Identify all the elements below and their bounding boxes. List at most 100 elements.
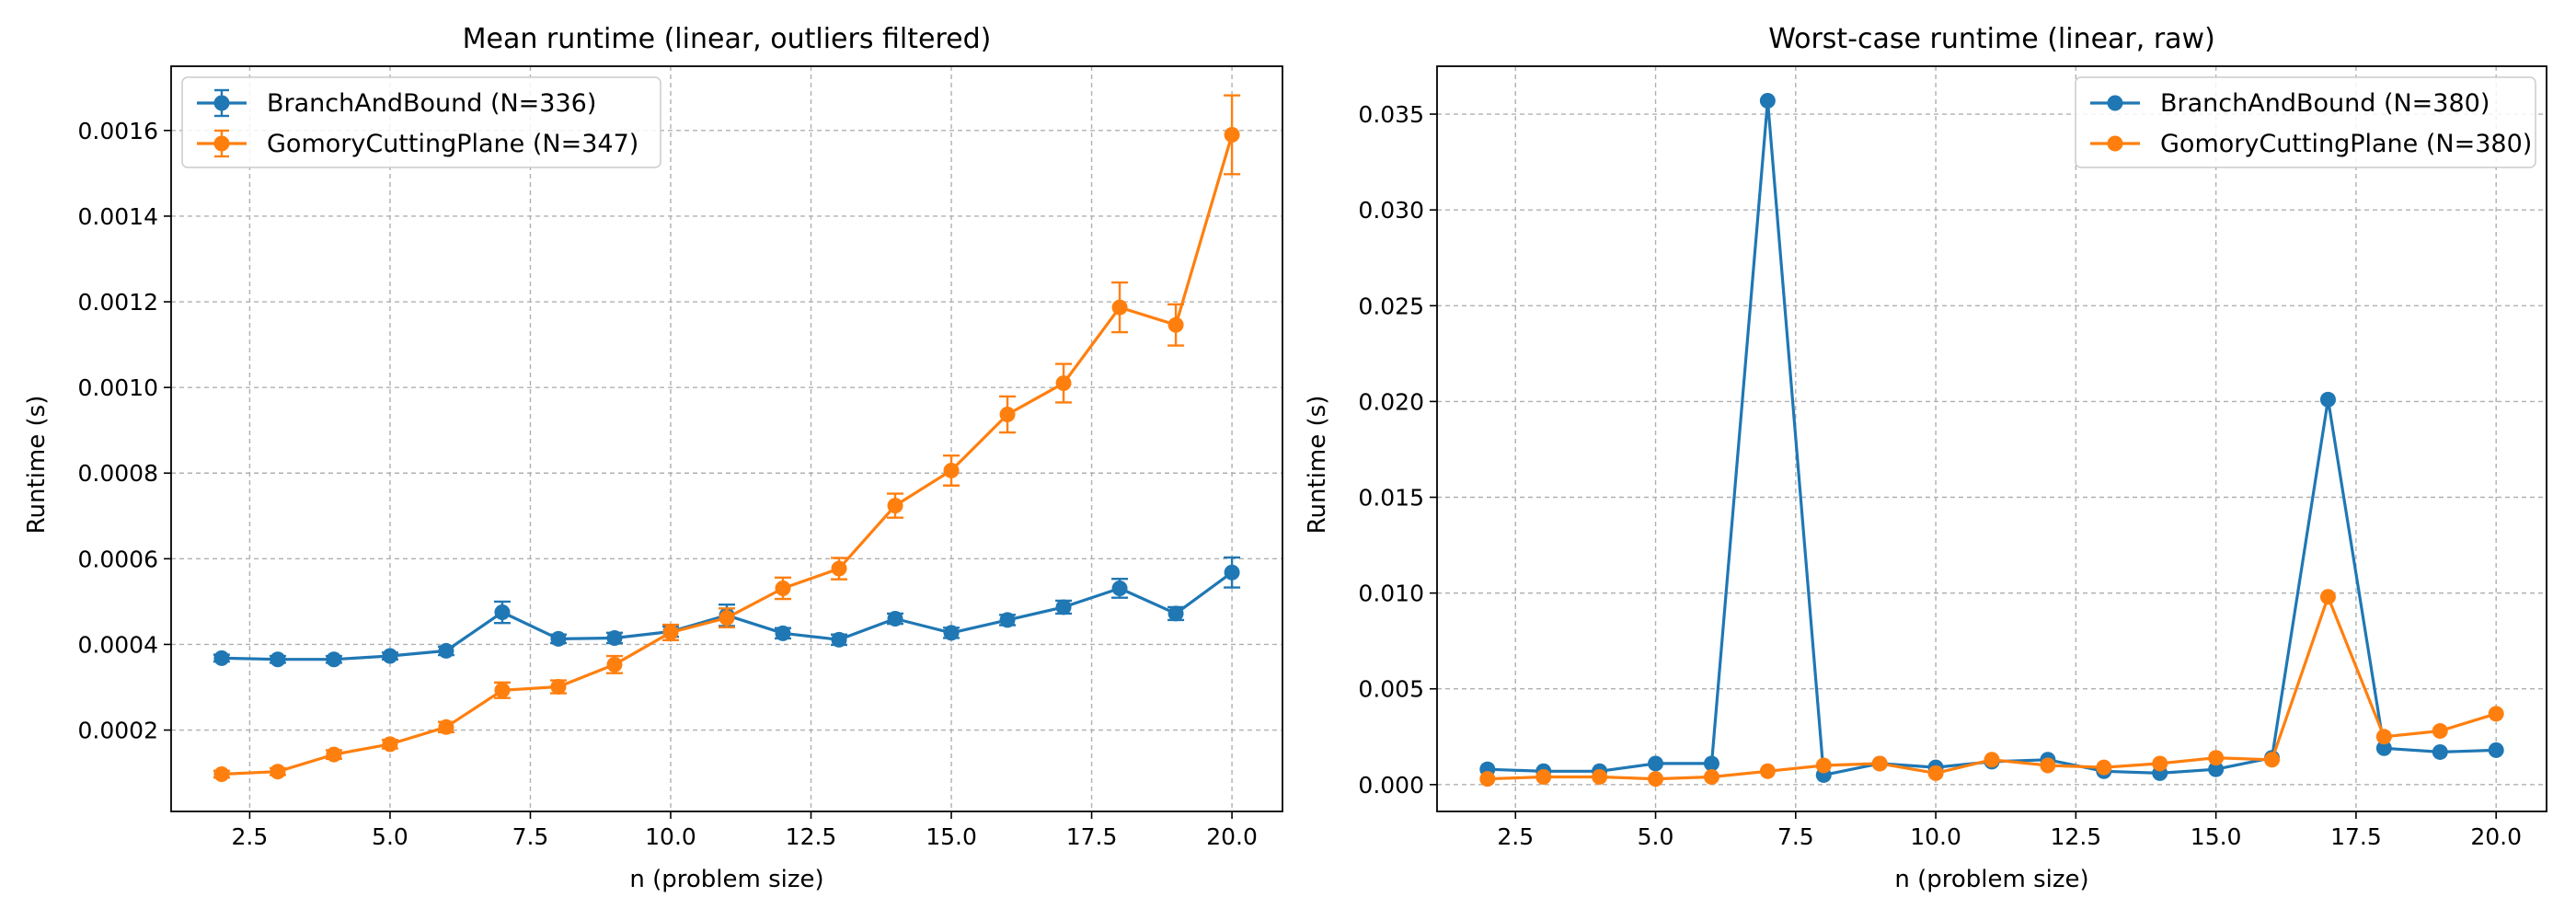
legend: BranchAndBound (N=380) GomoryCuttingPlane…	[2075, 76, 2536, 168]
x-tick-label: 2.5	[1497, 823, 1534, 850]
legend-swatch-marker	[2107, 135, 2123, 152]
y-tick-label: 0.0012	[78, 289, 158, 316]
data-point	[494, 682, 511, 698]
data-point	[1111, 299, 1128, 316]
y-axis-label: Runtime (s)	[1304, 396, 1331, 535]
data-point	[1592, 769, 1608, 786]
y-tick-label: 0.015	[1358, 485, 1424, 512]
x-tick-label: 10.0	[645, 823, 696, 850]
data-point	[1055, 599, 1072, 615]
x-axis-label: n (problem size)	[629, 866, 823, 893]
y-axis-label: Runtime (s)	[23, 396, 51, 535]
data-point	[1759, 763, 1776, 779]
y-tick-label: 0.005	[1358, 676, 1424, 703]
x-tick-label: 15.0	[926, 823, 977, 850]
y-tick-label: 0.010	[1358, 581, 1424, 607]
data-point	[1927, 765, 1944, 781]
data-point	[382, 648, 398, 664]
mean-runtime-chart: Mean runtime (linear, outliers filtered)…	[23, 23, 1283, 893]
data-point	[550, 679, 567, 696]
data-point	[1224, 564, 1240, 581]
data-point	[943, 625, 960, 641]
y-tick-label: 0.035	[1358, 101, 1424, 128]
legend-entry: GomoryCuttingPlane (N=380)	[2090, 130, 2532, 158]
data-point	[887, 498, 903, 514]
x-tick-label: 5.0	[372, 823, 408, 850]
x-tick-label: 17.5	[2330, 823, 2382, 850]
data-point	[1703, 755, 1719, 772]
data-point	[1167, 605, 1184, 622]
y-tick-label: 0.0006	[78, 546, 158, 572]
data-point	[2264, 752, 2281, 768]
data-point	[831, 631, 847, 648]
legend-box	[181, 76, 661, 168]
data-point	[831, 560, 847, 577]
data-point	[719, 610, 735, 627]
legend-swatch-marker	[213, 135, 230, 152]
legend: BranchAndBound (N=336) GomoryCuttingPlane…	[181, 76, 661, 168]
legend-entry: BranchAndBound (N=336)	[197, 88, 596, 118]
data-point	[2432, 723, 2448, 740]
data-point	[1648, 755, 1664, 772]
x-tick-label: 20.0	[2470, 823, 2522, 850]
data-point	[326, 651, 342, 668]
data-point	[1055, 374, 1072, 391]
x-tick-label: 10.0	[1910, 823, 1961, 850]
data-point	[2319, 589, 2336, 605]
y-tick-label: 0.0008	[78, 460, 158, 487]
data-point	[1648, 771, 1664, 788]
y-tick-label: 0.020	[1358, 388, 1424, 415]
data-point	[550, 630, 567, 647]
data-point	[2040, 757, 2056, 774]
data-point	[775, 625, 791, 641]
y-tick-label: 0.0002	[78, 718, 158, 744]
plot-frame	[170, 65, 1283, 812]
data-point	[2432, 743, 2448, 760]
data-point	[1815, 757, 1832, 774]
x-axis-label: n (problem size)	[1894, 866, 2088, 893]
legend-swatch-marker	[2107, 95, 2123, 111]
data-point	[2152, 755, 2168, 772]
y-tick-label: 0.030	[1358, 197, 1424, 224]
data-point	[2488, 742, 2504, 758]
y-tick-label: 0.0016	[78, 118, 158, 144]
data-point	[270, 651, 286, 668]
data-point	[382, 736, 398, 753]
legend-label: GomoryCuttingPlane (N=380)	[2160, 130, 2532, 158]
y-tick-label: 0.000	[1358, 772, 1424, 799]
plot-frame	[1436, 65, 2547, 812]
data-point	[2208, 761, 2225, 777]
series-1	[213, 94, 1241, 782]
y-tick-label: 0.025	[1358, 293, 1424, 319]
x-tick-label: 12.5	[2051, 823, 2102, 850]
x-tick-label: 5.0	[1638, 823, 1674, 850]
legend-swatch-marker	[213, 95, 230, 111]
y-tick-label: 0.0004	[78, 631, 158, 658]
y-tick-label: 0.0014	[78, 203, 158, 230]
data-point	[270, 764, 286, 780]
data-point	[494, 604, 511, 621]
data-point	[662, 624, 679, 640]
data-point	[606, 629, 623, 646]
data-point	[213, 766, 230, 782]
data-point	[2096, 759, 2112, 776]
data-point	[1703, 769, 1719, 786]
x-tick-label: 7.5	[512, 823, 549, 850]
data-point	[2208, 750, 2225, 766]
x-tick-label: 12.5	[786, 823, 837, 850]
x-tick-label: 17.5	[1066, 823, 1118, 850]
data-point	[1984, 752, 2000, 768]
data-point	[1871, 755, 1888, 772]
data-point	[606, 656, 623, 673]
data-point	[438, 719, 454, 735]
x-tick-label: 2.5	[232, 823, 269, 850]
data-point	[2375, 740, 2392, 756]
data-point	[213, 650, 230, 666]
series-1	[1479, 589, 2504, 788]
chart-title: Mean runtime (linear, outliers filtered)	[463, 23, 992, 55]
data-point	[775, 580, 791, 596]
legend-label: BranchAndBound (N=336)	[267, 89, 596, 118]
legend-box	[2075, 76, 2536, 168]
data-point	[2375, 729, 2392, 745]
